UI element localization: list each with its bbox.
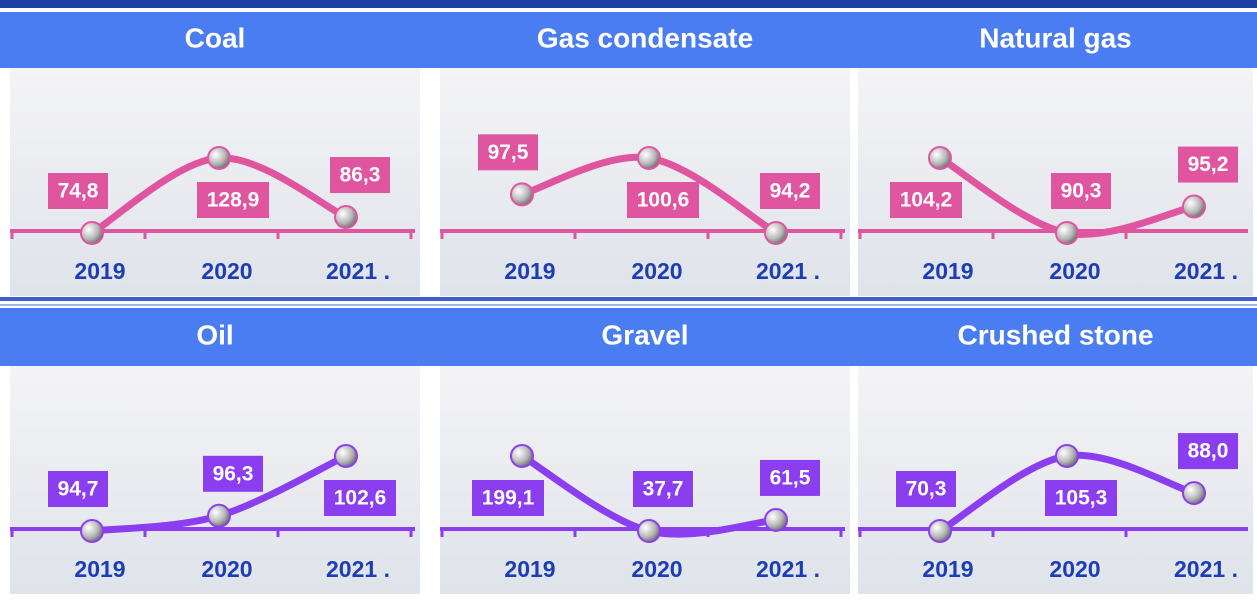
x-tick-label: 2020 bbox=[201, 258, 252, 284]
chart-title: Crushed stone bbox=[957, 319, 1153, 350]
value-label-box bbox=[203, 455, 263, 492]
data-point bbox=[928, 519, 952, 543]
value-label-box bbox=[633, 471, 693, 507]
value-label: 104,2 bbox=[900, 189, 953, 212]
data-point bbox=[334, 444, 358, 468]
value-label-box bbox=[330, 157, 390, 194]
data-point bbox=[510, 182, 534, 207]
value-label-box bbox=[1045, 480, 1117, 516]
data-point bbox=[1182, 481, 1206, 506]
value-label-box bbox=[760, 459, 820, 496]
value-label-box bbox=[48, 471, 108, 507]
value-label: 74,8 bbox=[58, 180, 99, 203]
x-tick-label: 2020 bbox=[1049, 258, 1100, 284]
data-point bbox=[510, 444, 534, 468]
data-point bbox=[334, 205, 358, 230]
x-tick-label: 2020 bbox=[631, 258, 682, 284]
data-point bbox=[80, 221, 104, 245]
chart-title: Gravel bbox=[601, 319, 688, 350]
chart-title: Oil bbox=[196, 319, 233, 350]
data-point bbox=[637, 146, 661, 170]
value-label-box bbox=[197, 182, 269, 218]
value-label: 94,7 bbox=[58, 478, 99, 501]
x-tick-label: 2019 bbox=[74, 556, 125, 582]
header-band bbox=[0, 12, 1257, 68]
value-label: 61,5 bbox=[770, 466, 811, 489]
x-tick-label: 2019 bbox=[74, 258, 125, 284]
x-tick-label: 2021 . bbox=[326, 258, 390, 284]
x-tick-label: 2019 bbox=[922, 258, 973, 284]
value-label: 97,5 bbox=[488, 141, 529, 164]
value-label-box bbox=[896, 471, 956, 507]
value-label: 105,3 bbox=[1055, 487, 1108, 510]
data-point bbox=[1055, 221, 1079, 245]
chart-title: Coal bbox=[185, 22, 246, 53]
value-label-box bbox=[1051, 173, 1111, 209]
x-tick-label: 2019 bbox=[504, 556, 555, 582]
value-label: 86,3 bbox=[340, 164, 381, 187]
data-point bbox=[764, 507, 788, 532]
value-label: 95,2 bbox=[1188, 153, 1229, 176]
value-label-box bbox=[48, 173, 108, 209]
data-point bbox=[1055, 444, 1079, 468]
data-point bbox=[1182, 194, 1206, 219]
chart-title: Gas condensate bbox=[537, 22, 753, 53]
value-label-box bbox=[1178, 146, 1238, 183]
data-point bbox=[80, 519, 104, 543]
value-label-box bbox=[760, 173, 820, 209]
x-tick-label: 2021 . bbox=[1174, 556, 1238, 582]
header-band bbox=[0, 308, 1257, 366]
value-label: 102,6 bbox=[334, 487, 387, 510]
x-tick-label: 2019 bbox=[504, 258, 555, 284]
value-label: 94,2 bbox=[770, 180, 811, 203]
data-point bbox=[637, 519, 661, 543]
value-label-box bbox=[324, 480, 396, 516]
value-label-box bbox=[890, 182, 962, 218]
value-label: 96,3 bbox=[213, 462, 254, 485]
value-label: 199,1 bbox=[482, 487, 535, 510]
divider bbox=[0, 297, 1257, 301]
value-label: 100,6 bbox=[637, 189, 690, 212]
x-tick-label: 2019 bbox=[922, 556, 973, 582]
divider bbox=[0, 304, 1257, 306]
x-tick-label: 2020 bbox=[631, 556, 682, 582]
value-label: 88,0 bbox=[1188, 440, 1229, 463]
data-point bbox=[764, 221, 788, 245]
top-bar bbox=[0, 0, 1257, 8]
data-point bbox=[207, 503, 231, 528]
x-tick-label: 2021 . bbox=[1174, 258, 1238, 284]
x-tick-label: 2021 . bbox=[326, 556, 390, 582]
x-tick-label: 2021 . bbox=[756, 556, 820, 582]
x-tick-label: 2021 . bbox=[756, 258, 820, 284]
data-point bbox=[207, 146, 231, 170]
value-label-box bbox=[472, 480, 544, 516]
x-tick-label: 2020 bbox=[1049, 556, 1100, 582]
value-label: 37,7 bbox=[643, 478, 684, 501]
x-tick-label: 2020 bbox=[201, 556, 252, 582]
data-point bbox=[928, 146, 952, 170]
value-label: 90,3 bbox=[1061, 180, 1102, 203]
value-label: 70,3 bbox=[906, 478, 947, 501]
chart-title: Natural gas bbox=[979, 22, 1132, 53]
value-label-box bbox=[1178, 433, 1238, 470]
value-label: 128,9 bbox=[207, 189, 260, 212]
value-label-box bbox=[478, 134, 538, 171]
value-label-box bbox=[627, 182, 699, 218]
